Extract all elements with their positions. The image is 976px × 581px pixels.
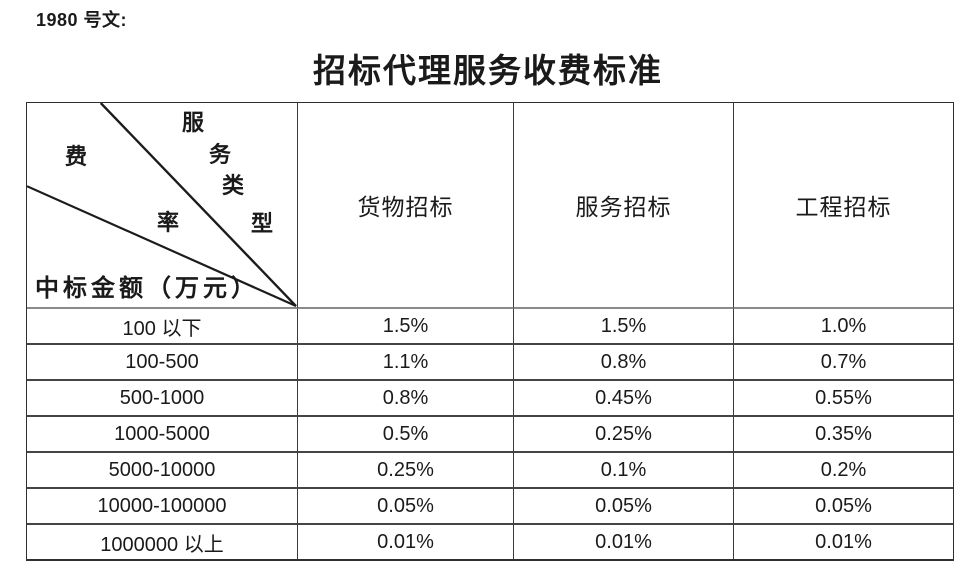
- rate-cell-goods: 0.5%: [298, 417, 514, 453]
- corner-service-type-char: 类: [221, 173, 244, 198]
- diagonal-line-lower: [27, 185, 297, 307]
- rate-cell-works: 0.05%: [734, 489, 953, 525]
- corner-service-type-char: 务: [208, 142, 231, 167]
- amount-range-cell: 5000-10000: [27, 453, 298, 489]
- rate-cell-works: 0.55%: [734, 381, 953, 417]
- doc-number: 1980 号文:: [36, 10, 128, 30]
- rate-cell-goods: 0.8%: [298, 381, 514, 417]
- rate-cell-works: 0.35%: [734, 417, 953, 453]
- rate-cell-goods: 0.25%: [298, 453, 514, 489]
- amount-range-cell: 1000-5000: [27, 417, 298, 453]
- rate-cell-works: 1.0%: [734, 309, 953, 345]
- rate-cell-services: 1.5%: [514, 309, 734, 345]
- page-title: 招标代理服务收费标准: [313, 54, 663, 90]
- amount-range-cell: 500-1000: [27, 381, 298, 417]
- amount-range-cell: 10000-100000: [27, 489, 298, 525]
- amount-range-cell: 100 以下: [27, 309, 298, 345]
- rate-cell-services: 0.1%: [514, 453, 734, 489]
- rate-cell-services: 0.05%: [514, 489, 734, 525]
- rate-cell-goods: 0.05%: [298, 489, 514, 525]
- column-header: 服务招标: [514, 103, 734, 309]
- corner-rate-label: 率: [156, 210, 179, 235]
- rate-cell-services: 0.25%: [514, 417, 734, 453]
- rate-cell-goods: 0.01%: [298, 525, 514, 559]
- rate-cell-goods: 1.5%: [298, 309, 514, 345]
- rate-cell-services: 0.8%: [514, 345, 734, 381]
- diagonal-line-upper: [99, 103, 297, 307]
- corner-service-type-char: 服: [181, 110, 204, 135]
- rate-cell-goods: 1.1%: [298, 345, 514, 381]
- rate-cell-works: 0.7%: [734, 345, 953, 381]
- corner-fee-label: 费: [64, 144, 87, 169]
- column-header: 货物招标: [298, 103, 514, 309]
- rate-cell-works: 0.01%: [815, 530, 872, 553]
- rate-cell-works: 0.2%: [734, 453, 953, 489]
- amount-range-cell: 100-500: [27, 345, 298, 381]
- corner-service-type-char: 型: [250, 211, 273, 236]
- row-axis-label: 中标金额（万元）: [35, 276, 259, 302]
- column-header: 工程招标: [734, 103, 953, 309]
- amount-range-cell: 1000000 以上: [27, 525, 298, 559]
- fee-table: 费 率 服 务 类 型 中标金额（万元） 货物招标 服务招标 工程招标 100 以下…: [26, 102, 954, 561]
- table-corner-cell: 费 率 服 务 类 型 中标金额（万元）: [27, 103, 298, 309]
- rate-cell-services: 0.01%: [514, 525, 734, 559]
- corner-diagonal-lines-icon: [27, 103, 297, 307]
- rate-cell-services: 0.45%: [514, 381, 734, 417]
